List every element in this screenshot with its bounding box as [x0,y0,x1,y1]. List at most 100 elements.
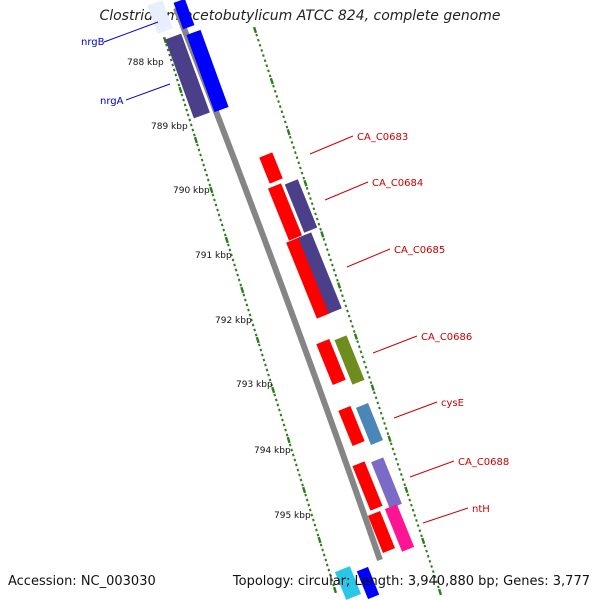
tick-mark-left [244,298,247,302]
gene-label-CA_C0686: CA_C0686 [421,332,472,343]
tick-mark-right [351,324,354,328]
tick-mark-left [265,368,269,372]
tick-mark-left [227,243,230,247]
tick-mark-right [384,427,388,430]
tick-mark-right [423,544,427,548]
tick-mark-left [209,186,214,194]
tick-mark-right [329,258,333,262]
tick-mark-right [435,580,438,584]
tick-mark-left [168,53,171,57]
tick-mark-left [203,168,207,172]
tick-mark-left [267,373,270,377]
kbp-scale: 788 kbp 789 kbp 790 kbp 791 kbp 792 kbp 793 k… [127,58,311,521]
tick-mark-right [341,294,344,298]
tick-mark-right [425,549,428,553]
tick-mark-right [278,105,282,109]
gene-label-CA_C0684: CA_C0684 [372,178,423,189]
tick-mark-right [299,166,302,170]
gene-block-top-faded [147,0,173,34]
tick-mark-right [290,140,294,144]
tick-mark-left [293,458,297,462]
tick-mark-right [265,64,269,68]
tick-mark-right [362,360,366,364]
tick-mark-left [185,108,188,112]
tick-mark-left [279,413,283,417]
tick-mark-right [370,384,375,391]
tick-mark-right [292,146,296,149]
tick-mark-right [404,486,409,494]
tick-mark-left [255,336,260,344]
tick-mark-right [364,365,368,369]
tick-mark-right [406,493,410,497]
tick-mark-left [234,268,238,272]
tick-mark-left [193,133,196,137]
tick-mark-left [322,553,326,557]
tick-mark-right [359,350,363,354]
tick-mark-left [273,393,277,397]
tick-mark-right [327,253,331,257]
tick-mark-left [169,58,173,62]
tick-mark-left [206,178,210,182]
tick-mark-left [217,213,221,217]
tick-mark-right [334,273,338,277]
tick-mark-left [191,128,195,132]
tick-mark-right [288,135,292,139]
tick-mark-left [248,313,252,317]
leader-line-nrgB [103,21,159,43]
tick-mark-right [342,299,346,303]
tick-mark-right [300,171,304,175]
gene-block-nrgB [186,29,229,113]
tick-mark-left [199,153,202,157]
tick-mark-left [228,248,232,252]
tick-mark-right [275,94,279,98]
tick-mark-right [386,432,390,436]
gene-label-CA_C0685: CA_C0685 [394,245,445,256]
tick-mark-right [263,59,267,63]
tick-mark-right [361,355,364,359]
tick-mark-left [189,123,193,127]
tick-mark-left [291,453,295,457]
tick-mark-right [393,452,396,456]
tick-mark-left [302,486,307,494]
gene-block-cysE [355,403,384,445]
tick-mark-left [214,203,218,207]
tick-mark-right [383,421,386,425]
tick-mark-right [349,319,353,323]
tick-mark-right [312,207,316,211]
gene-label-CA_C0688: CA_C0688 [458,457,509,468]
tick-mark-right [437,588,443,596]
tick-mark-right [294,151,297,155]
tick-mark-right [268,74,272,78]
gene-block-CA_C0688 [371,457,402,509]
kbp-label: 791 kbp [195,251,232,261]
gene-block-ntH-red [367,511,396,553]
tick-mark-right [394,457,398,461]
tick-mark-right [381,416,385,420]
tick-mark-right [374,396,378,400]
tick-mark-right [410,503,413,507]
gene-block-nrgA [165,33,210,119]
tick-mark-right [408,498,412,502]
tick-mark-left [305,498,309,502]
tick-mark-right [295,156,299,160]
tick-mark-right [286,128,291,136]
tick-mark-left [271,386,276,394]
tick-mark-left [298,473,301,477]
tick-mark-left [176,78,179,82]
tick-mark-right [421,537,426,545]
tick-mark-left [230,253,233,257]
gene-block-bottom-blue [356,566,380,600]
tick-mark-right [357,345,361,349]
tick-mark-right [353,333,358,340]
map-title: Clostridium acetobutylicum ATCC 824, com… [99,8,501,24]
tick-mark-left [295,463,298,467]
tick-mark-left [219,218,222,222]
tick-mark-left [188,118,192,122]
leader-line-CA_C0688 [409,460,455,478]
tick-mark-left [317,536,322,544]
tick-mark-right [314,212,317,216]
tick-mark-right [331,263,334,267]
tick-mark-right [255,33,259,37]
tick-mark-right [262,54,265,57]
